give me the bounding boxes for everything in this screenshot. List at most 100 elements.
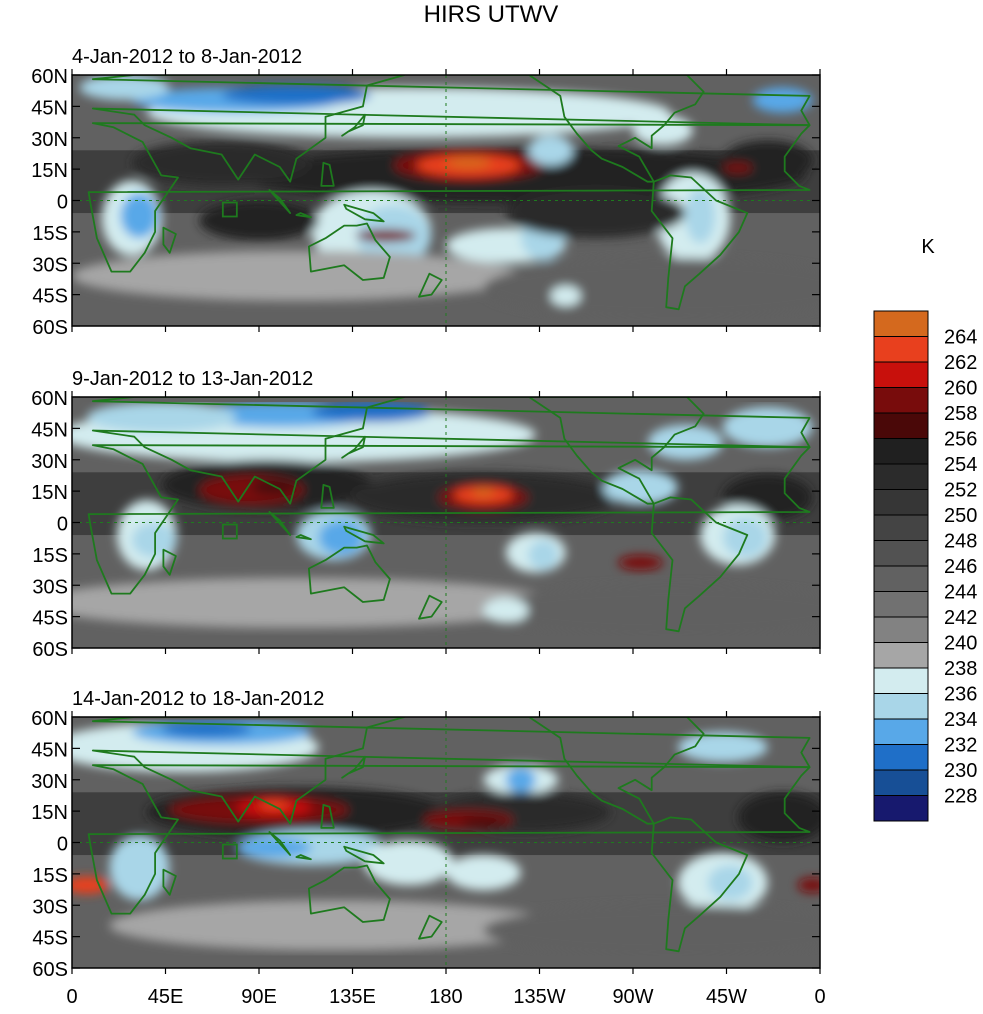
colorbar-box [873, 642, 929, 669]
region-box-marker [221, 843, 238, 860]
moisture-blob [251, 479, 297, 495]
moisture-blob [483, 585, 820, 636]
colorbar-units-label: K [921, 236, 935, 258]
moisture-blob [311, 402, 432, 423]
coastlines [87, 397, 811, 633]
lat-label: 45S [32, 608, 68, 630]
coastline [307, 222, 391, 281]
moisture-blob [221, 85, 372, 106]
coastline [343, 525, 385, 545]
moisture-blob [797, 877, 820, 893]
colorbar-box [873, 336, 929, 363]
lat-label: 15N [31, 482, 68, 504]
lat-label: 30S [32, 576, 68, 598]
colorbar-level-label: 234 [944, 709, 977, 731]
coastline [320, 804, 335, 829]
colorbar-box [873, 438, 929, 465]
moisture-blob [363, 839, 454, 886]
colorbar-boxes [873, 310, 929, 822]
moisture-blob [72, 250, 521, 301]
lat-label: 60N [31, 388, 68, 410]
moisture-blob [86, 402, 237, 433]
region-box-marker [221, 523, 238, 540]
lat-label: 45S [32, 286, 68, 308]
lat-label: 15S [32, 865, 68, 887]
lat-label: 45N [31, 739, 68, 761]
lat-label: 0 [57, 192, 68, 214]
moisture-blob [722, 140, 813, 181]
moisture-blob [618, 555, 663, 571]
coastline [307, 864, 391, 923]
lat-label: 60S [32, 959, 68, 981]
moisture-blob [550, 285, 581, 306]
panel-date-range: 14-Jan-2012 to 18-Jan-2012 [72, 688, 324, 710]
moisture-blob [483, 597, 529, 623]
moisture-blob [72, 577, 559, 628]
coastline [295, 534, 312, 541]
coastline [295, 212, 312, 219]
colorbar-level-label: 236 [944, 684, 977, 706]
lon-label: 135E [329, 986, 376, 1008]
lat-label: 30N [31, 771, 68, 793]
field-layer [72, 717, 820, 968]
coastline [268, 511, 292, 536]
colorbar-box [873, 514, 929, 541]
panel-date-range: 9-Jan-2012 to 13-Jan-2012 [72, 368, 313, 390]
coastline [650, 816, 749, 953]
colorbar-level-label: 230 [944, 760, 977, 782]
colorbar-level-label: 232 [944, 735, 977, 757]
moisture-blob [460, 817, 506, 828]
lat-label: 30N [31, 129, 68, 151]
coastline [320, 161, 335, 187]
lat-label: 15N [31, 802, 68, 824]
colorbar-level-label: 242 [944, 607, 977, 629]
moisture-blob [120, 192, 159, 239]
colorbar-box [873, 387, 929, 414]
lon-label: 0 [66, 986, 77, 1008]
coastline [469, 75, 705, 183]
coastline [418, 914, 443, 940]
coastline [307, 544, 391, 603]
lat-label: 60S [32, 639, 68, 661]
moisture-blob [752, 87, 813, 113]
map-panel-1: 60N 45N 30N 15N 0 15S 30S 45S 60S 4-Jan-2012 to 8… [31, 46, 821, 339]
colorbar-box [873, 463, 929, 490]
colorbar-box [873, 489, 929, 516]
lat-label: 30S [32, 254, 68, 276]
colorbar-level-label: 254 [944, 454, 977, 476]
moisture-blob [647, 424, 723, 460]
moisture-blob [633, 115, 693, 146]
panel-date-range: 4-Jan-2012 to 8-Jan-2012 [72, 46, 302, 68]
lat-label: 15S [32, 545, 68, 567]
coastline [650, 496, 749, 633]
colorbar-level-label: 250 [944, 505, 977, 527]
moisture-blob [528, 540, 559, 571]
colorbar-level-label: 244 [944, 582, 977, 604]
moisture-blob [483, 258, 820, 319]
coastline [162, 226, 177, 254]
map-panels: 60N 45N 30N 15N 0 15S 30S 45S 60S 4-Jan-2012 to 8… [31, 46, 825, 1008]
lat-label: 45S [32, 928, 68, 950]
lat-label: 60N [31, 708, 68, 730]
moisture-blob [446, 157, 491, 168]
colorbar-box [873, 591, 929, 618]
lon-label: 45E [148, 986, 184, 1008]
lon-label: 135W [513, 986, 565, 1008]
coastline [162, 868, 177, 896]
moisture-blob [199, 200, 319, 241]
moisture-blobs [72, 75, 820, 319]
tick-marks [71, 69, 821, 332]
coastline [162, 548, 177, 576]
moisture-blob [131, 140, 312, 186]
moisture-blob [446, 855, 521, 891]
lat-label: 0 [57, 514, 68, 536]
map-panel-2: 60N 45N 30N 15N 0 15S 30S 45S 60S 9-Jan-2012 to 1… [31, 368, 821, 661]
coastline [341, 113, 366, 137]
coastlines [87, 75, 811, 311]
coastline [341, 435, 366, 459]
colorbar-box [873, 565, 929, 592]
moisture-blob [722, 407, 813, 448]
coastline [341, 755, 366, 779]
lat-label: 30N [31, 451, 68, 473]
